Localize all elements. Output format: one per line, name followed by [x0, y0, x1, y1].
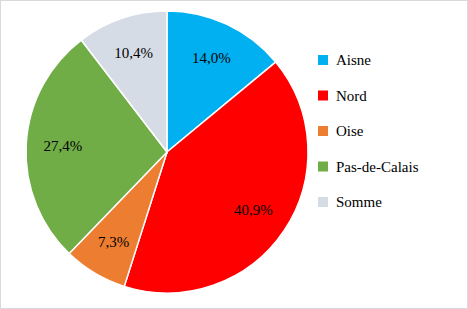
data-label: 10,4%	[114, 45, 153, 61]
chart: 14,0% 40,9% 7,3% 27,4% 10,4% Aisne Nord Oise Pas…	[0, 0, 468, 309]
data-label: 27,4%	[43, 138, 82, 154]
legend-item: Pas-de-Calais	[318, 159, 419, 175]
chart-frame	[1, 1, 468, 309]
legend-swatch	[318, 126, 328, 136]
legend-swatch	[318, 91, 328, 101]
pie-slice	[81, 11, 167, 152]
legend-item: Oise	[318, 123, 364, 139]
legend-label: Somme	[336, 194, 382, 210]
legend-item: Aisne	[318, 52, 371, 68]
legend-swatch	[318, 197, 328, 207]
legend-label: Aisne	[336, 52, 371, 68]
legend-swatch	[318, 55, 328, 65]
legend: Aisne Nord Oise Pas-de-Calais Somme	[318, 52, 419, 210]
data-label: 40,9%	[234, 202, 273, 218]
legend-label: Pas-de-Calais	[336, 159, 419, 175]
legend-item: Somme	[318, 194, 382, 210]
pie: 14,0% 40,9% 7,3% 27,4% 10,4%	[26, 11, 308, 293]
data-label: 14,0%	[192, 50, 231, 66]
legend-swatch	[318, 162, 328, 172]
legend-item: Nord	[318, 88, 367, 104]
data-label: 7,3%	[98, 234, 129, 250]
legend-label: Nord	[336, 88, 367, 104]
legend-label: Oise	[336, 123, 364, 139]
